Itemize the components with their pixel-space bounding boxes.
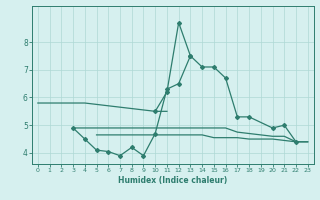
X-axis label: Humidex (Indice chaleur): Humidex (Indice chaleur) xyxy=(118,176,228,185)
